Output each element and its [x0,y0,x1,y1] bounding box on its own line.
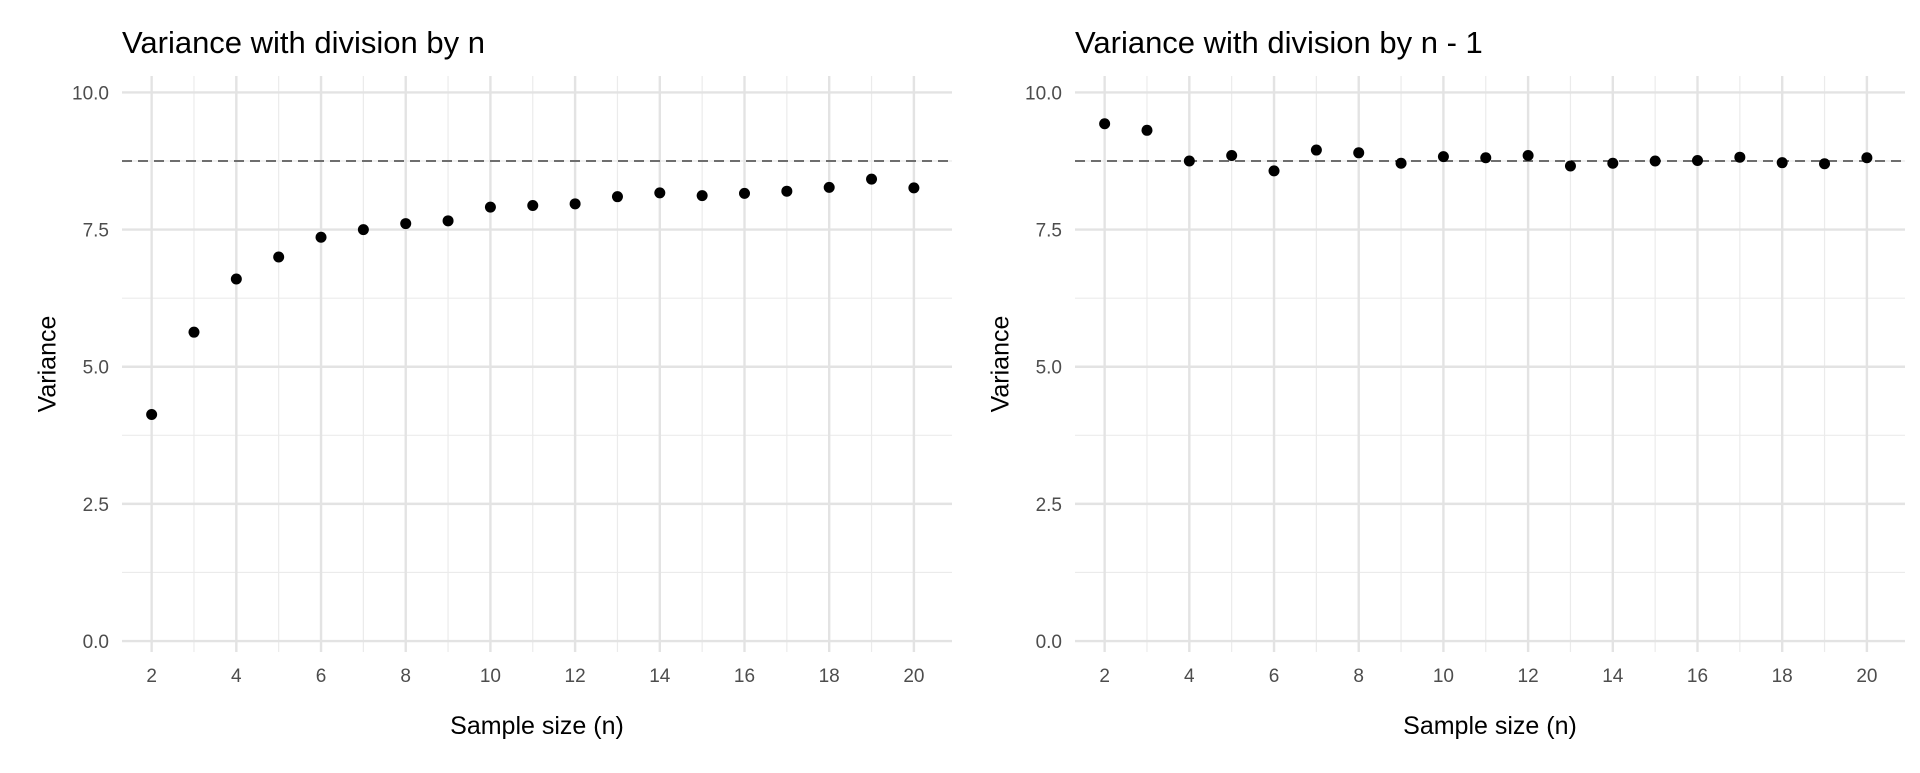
data-point [1649,155,1661,167]
x-tick-label: 10 [1433,666,1454,687]
data-points [146,173,920,420]
y-tick-label: 2.5 [1036,495,1062,516]
x-tick-label: 14 [1602,666,1624,687]
major-grid [122,76,952,652]
x-axis-label: Sample size (n) [1403,712,1577,740]
data-point [1183,155,1195,167]
data-point [1310,144,1322,156]
data-point [1353,147,1365,159]
data-point [866,173,878,185]
data-point [1734,151,1746,163]
data-point [1141,124,1153,136]
y-tick-label: 0.0 [83,632,109,653]
major-grid [1075,76,1905,652]
x-tick-label: 20 [1856,666,1877,687]
data-point [1564,160,1576,172]
data-point [739,187,750,199]
data-point [569,198,581,210]
y-tick-labels: 0.0 2.5 5.0 7.5 10.0 [1025,83,1062,653]
y-tick-label: 5.0 [1036,358,1062,379]
y-tick-label: 2.5 [83,495,109,516]
y-tick-label: 7.5 [1036,221,1062,242]
data-point [188,326,200,338]
chart-title: Variance with division by n [122,25,485,60]
data-point [315,231,327,243]
data-point [823,181,835,193]
y-axis-label: Variance [34,316,62,413]
data-point [273,251,285,263]
y-tick-label: 0.0 [1036,632,1062,653]
y-tick-label: 5.0 [83,358,109,379]
data-points [1099,118,1873,177]
y-axis-label: Variance [987,316,1015,413]
data-point [611,191,623,203]
x-tick-label: 4 [1184,666,1195,687]
data-point [654,187,666,199]
data-point [1861,152,1873,164]
data-point [1099,118,1111,130]
data-point [357,224,369,236]
panel-left: 0.0 2.5 5.0 7.5 10.0 2 4 6 8 10 12 14 16 18 20 Varian… [34,25,952,740]
data-point [1480,152,1492,164]
y-tick-label: 10.0 [72,83,109,104]
x-tick-labels: 2 4 6 8 10 12 14 16 18 20 [1099,666,1877,687]
data-point [230,273,242,285]
chart-title: Variance with division by n - 1 [1075,25,1483,60]
x-tick-label: 4 [231,666,242,687]
x-tick-label: 6 [1269,666,1280,687]
data-point [1819,158,1831,170]
data-point [1268,165,1280,177]
data-point [1226,150,1238,162]
data-point [1776,157,1788,169]
data-point [527,199,539,211]
x-tick-label: 2 [146,666,157,687]
x-tick-label: 16 [1687,666,1708,687]
data-point [1692,154,1703,166]
x-tick-label: 12 [565,666,586,687]
x-tick-label: 6 [316,666,327,687]
data-point [696,190,708,202]
x-tick-label: 18 [819,666,840,687]
x-tick-label: 2 [1099,666,1110,687]
x-tick-label: 20 [903,666,924,687]
y-tick-labels: 0.0 2.5 5.0 7.5 10.0 [72,83,109,653]
x-tick-label: 16 [734,666,755,687]
y-tick-label: 7.5 [83,221,109,242]
data-point [146,408,158,420]
data-point [1607,157,1619,169]
data-point [781,185,793,197]
data-point [1437,151,1449,163]
x-tick-label: 8 [1353,666,1364,687]
panel-right: 0.0 2.5 5.0 7.5 10.0 2 4 6 8 10 12 14 16 18 20 Varian… [987,25,1905,740]
y-tick-label: 10.0 [1025,83,1062,104]
minor-grid [1075,76,1905,652]
x-tick-label: 14 [649,666,671,687]
data-point [400,218,412,230]
data-point [442,215,454,227]
x-tick-labels: 2 4 6 8 10 12 14 16 18 20 [146,666,924,687]
x-tick-label: 8 [400,666,411,687]
data-point [908,182,920,194]
data-point [1522,150,1534,162]
x-axis-label: Sample size (n) [450,712,624,740]
x-tick-label: 12 [1518,666,1539,687]
x-tick-label: 18 [1772,666,1793,687]
x-tick-label: 10 [480,666,501,687]
data-point [1395,157,1407,169]
data-point [484,201,496,213]
